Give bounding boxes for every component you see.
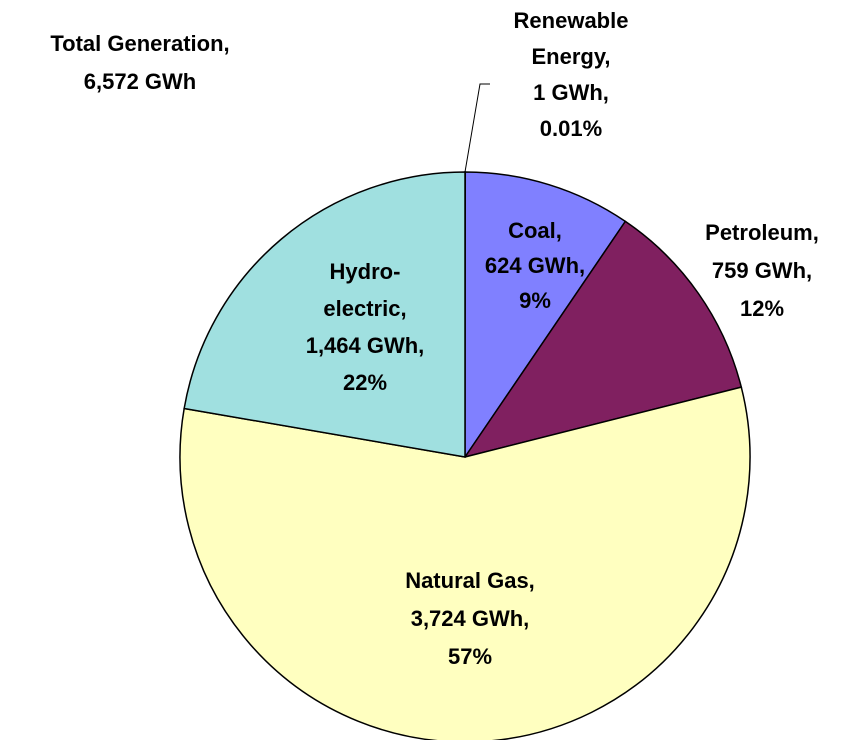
value-label: 3,724 GWh,	[411, 606, 530, 631]
percent-label: 22%	[343, 370, 387, 395]
percent-label: 12%	[740, 296, 784, 321]
chart-title: 6,572 GWh	[84, 69, 196, 94]
pie-slice	[463, 220, 743, 459]
pie-slice	[464, 171, 627, 460]
chart-title: Total Generation,	[50, 31, 229, 56]
value-label: 1 GWh,	[533, 80, 609, 105]
slice-name: Renewable	[514, 8, 629, 33]
slice-name: Coal,	[508, 218, 562, 243]
value-label: 624 GWh,	[485, 253, 585, 278]
slice-name: electric,	[323, 296, 406, 321]
slice-name: Petroleum,	[705, 220, 819, 245]
slice-name: Hydro-	[330, 259, 401, 284]
percent-label: 57%	[448, 644, 492, 669]
slice-name: Energy,	[531, 44, 610, 69]
slice-name: Natural Gas,	[405, 568, 535, 593]
leader-line	[464, 83, 490, 173]
percent-label: 0.01%	[540, 116, 602, 141]
value-label: 759 GWh,	[712, 258, 812, 283]
pie-slice	[183, 171, 466, 458]
value-label: 1,464 GWh,	[306, 333, 425, 358]
pie-slice	[179, 386, 751, 740]
percent-label: 9%	[519, 288, 551, 313]
